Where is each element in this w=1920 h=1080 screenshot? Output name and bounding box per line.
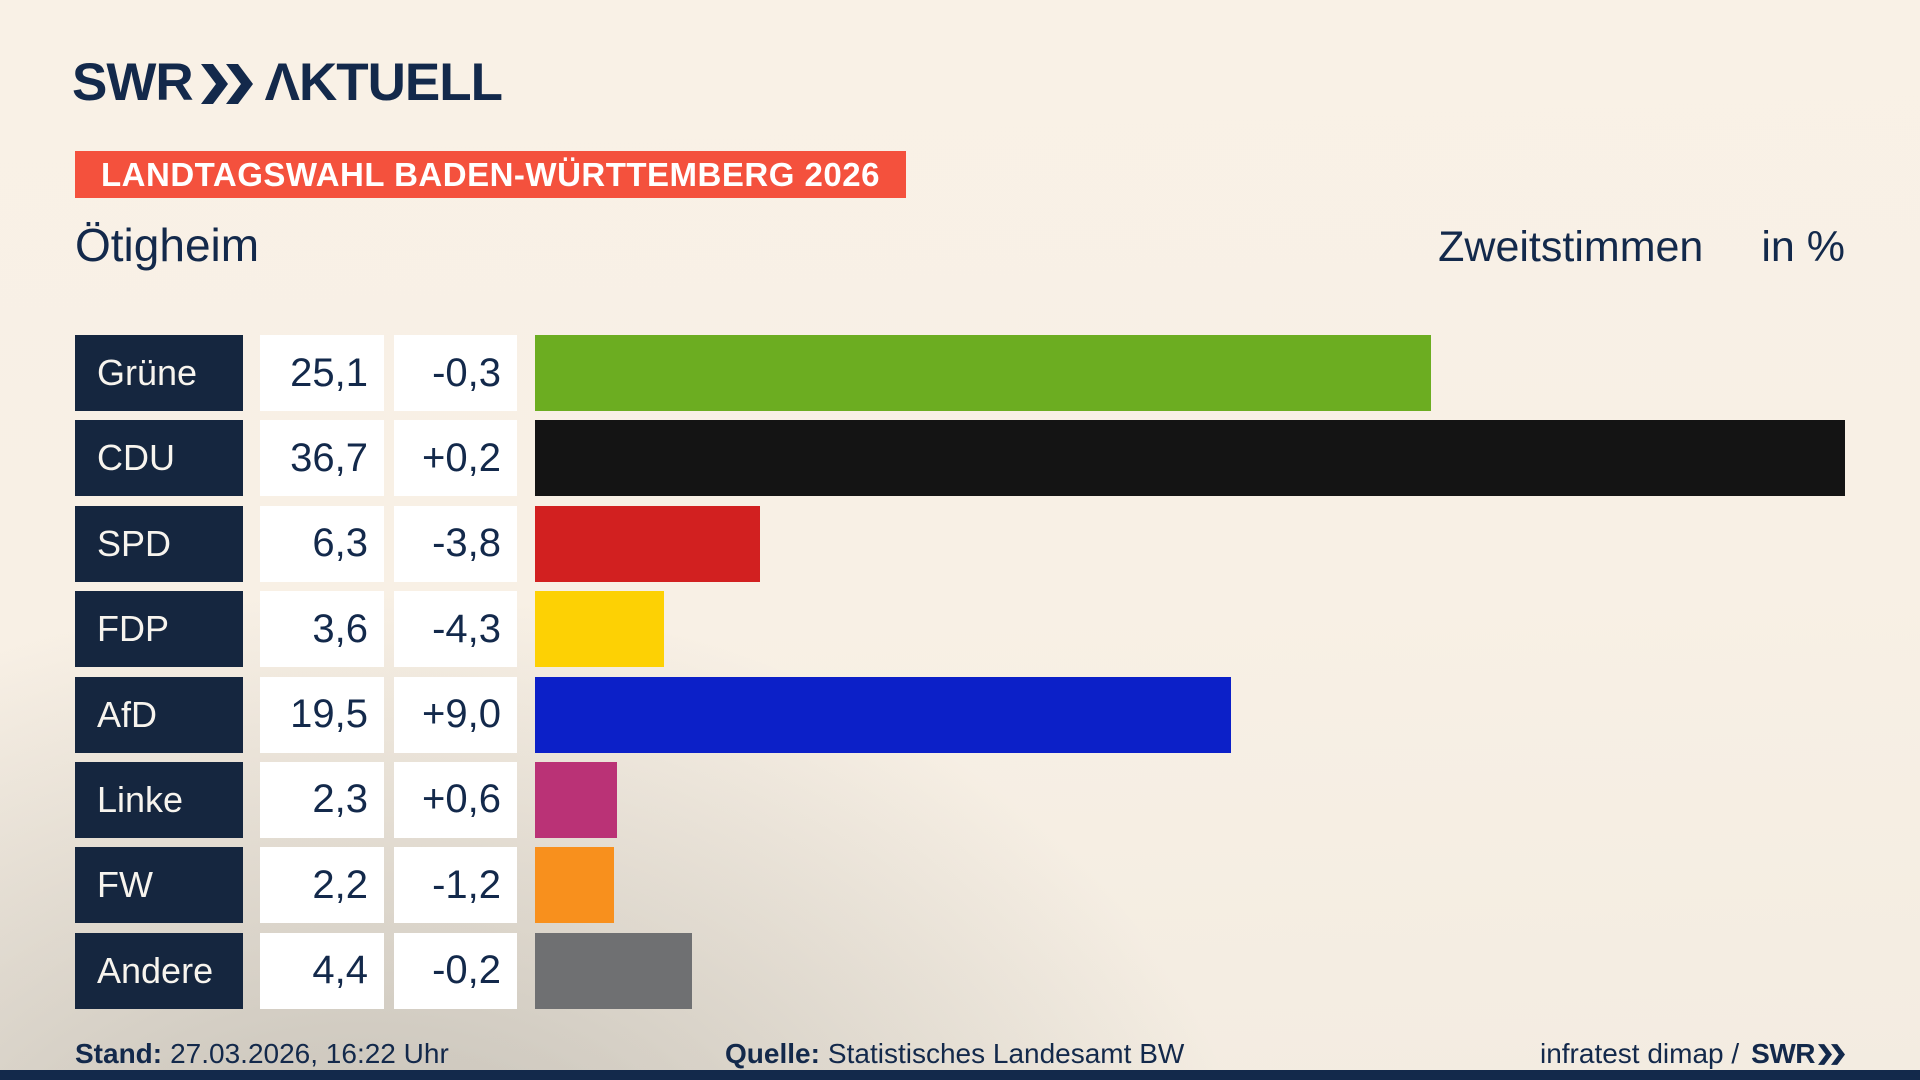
result-bar	[535, 505, 760, 582]
party-name-cell: CDU	[75, 420, 243, 497]
swr-aktuell-logo: SWR ΛKTUELL	[72, 53, 503, 112]
party-value-cell: 19,5	[260, 676, 384, 753]
party-value-cell: 4,4	[260, 932, 384, 1009]
party-change-cell: -3,8	[394, 505, 517, 582]
logo-swr-text: SWR	[72, 53, 194, 112]
bar-track	[535, 591, 1845, 668]
bar-track	[535, 847, 1845, 924]
party-name-cell: FW	[75, 847, 243, 924]
party-row: AfD 19,5 +9,0	[75, 676, 1845, 753]
result-bar	[535, 932, 693, 1009]
party-value-cell: 2,3	[260, 761, 384, 838]
party-name-cell: AfD	[75, 676, 243, 753]
status-timestamp: Stand: 27.03.2026, 16:22 Uhr	[75, 1038, 449, 1070]
party-change-cell: +0,6	[394, 761, 517, 838]
stand-value: 27.03.2026, 16:22 Uhr	[170, 1038, 449, 1069]
party-name-cell: Andere	[75, 932, 243, 1009]
result-bar	[535, 761, 618, 838]
bar-track	[535, 676, 1845, 753]
party-value-cell: 36,7	[260, 420, 384, 497]
footer: Stand: 27.03.2026, 16:22 Uhr Quelle: Stati…	[75, 1038, 1845, 1072]
result-bar	[535, 335, 1431, 411]
title-row: Ötigheim Zweitstimmen in %	[75, 218, 1845, 273]
credit-note: infratest dimap / SWR	[1540, 1038, 1845, 1070]
credit-double-chevron-icon	[1818, 1043, 1845, 1065]
results-bar-chart: Grüne 25,1 -0,3 CDU 36,7 +0,2 SPD 6,3 -3…	[75, 335, 1845, 1009]
party-change-cell: -4,3	[394, 591, 517, 668]
credit-swr-text: SWR	[1751, 1038, 1815, 1069]
bar-track	[535, 335, 1845, 411]
party-row: Grüne 25,1 -0,3	[75, 335, 1845, 411]
bar-track	[535, 505, 1845, 582]
metric-unit: in %	[1761, 223, 1845, 271]
bar-track	[535, 932, 1845, 1009]
bottom-brand-bar	[0, 1070, 1920, 1080]
party-change-cell: +0,2	[394, 420, 517, 497]
bar-track	[535, 420, 1845, 497]
source-note: Quelle: Statistisches Landesamt BW	[725, 1038, 1184, 1070]
party-name-cell: Grüne	[75, 335, 243, 411]
result-bar	[535, 847, 614, 924]
election-banner: LANDTAGSWAHL BADEN-WÜRTTEMBERG 2026	[75, 151, 906, 198]
party-change-cell: +9,0	[394, 676, 517, 753]
source-label: Quelle:	[725, 1038, 820, 1069]
party-change-cell: -1,2	[394, 847, 517, 924]
party-value-cell: 2,2	[260, 847, 384, 924]
party-name-cell: FDP	[75, 591, 243, 668]
party-row: SPD 6,3 -3,8	[75, 505, 1845, 582]
logo-aktuell-text: ΛKTUELL	[264, 53, 503, 112]
source-value: Statistisches Landesamt BW	[827, 1038, 1185, 1069]
metric-title: Zweitstimmen in %	[1438, 223, 1845, 272]
party-name-cell: Linke	[75, 761, 243, 838]
party-value-cell: 6,3	[260, 505, 384, 582]
bar-track	[535, 761, 1845, 838]
result-bar	[535, 420, 1845, 497]
party-value-cell: 3,6	[260, 591, 384, 668]
stand-label: Stand:	[75, 1038, 163, 1069]
metric-label: Zweitstimmen	[1438, 223, 1704, 271]
result-bar	[535, 591, 664, 668]
logo-double-chevron-icon	[200, 63, 253, 104]
party-row: FW 2,2 -1,2	[75, 847, 1845, 924]
party-row: CDU 36,7 +0,2	[75, 420, 1845, 497]
party-row: FDP 3,6 -4,3	[75, 591, 1845, 668]
party-row: Andere 4,4 -0,2	[75, 932, 1845, 1009]
party-change-cell: -0,3	[394, 335, 517, 411]
party-name-cell: SPD	[75, 505, 243, 582]
party-value-cell: 25,1	[260, 335, 384, 411]
party-row: Linke 2,3 +0,6	[75, 761, 1845, 838]
party-change-cell: -0,2	[394, 932, 517, 1009]
result-bar	[535, 676, 1232, 753]
municipality-title: Ötigheim	[75, 219, 260, 271]
credit-text: infratest dimap /	[1539, 1038, 1740, 1069]
